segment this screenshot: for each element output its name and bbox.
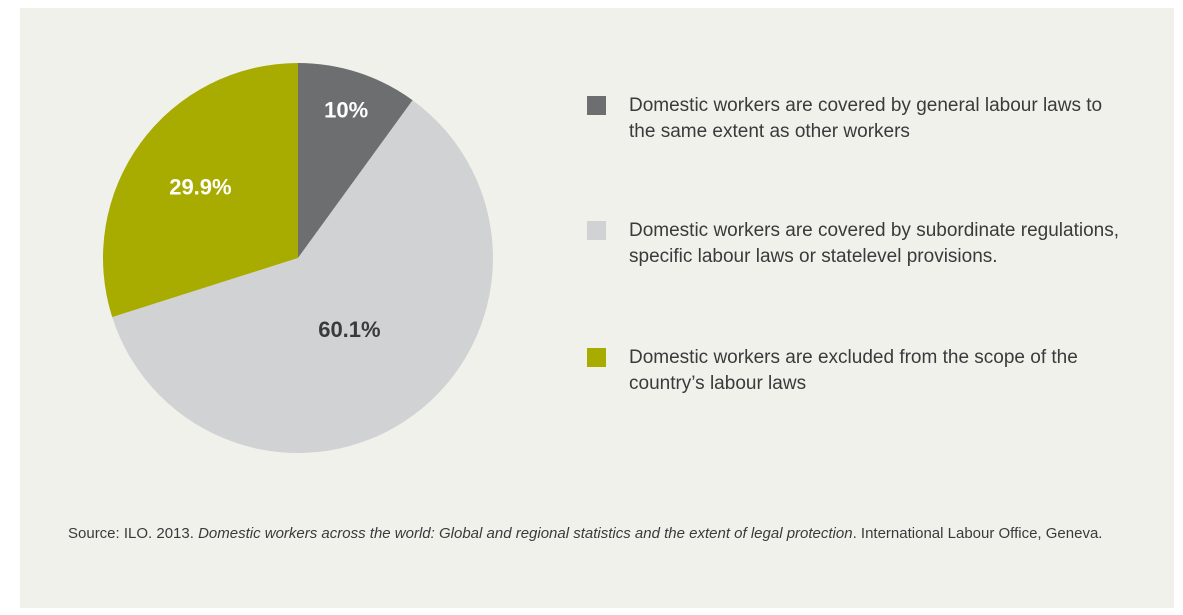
- legend-label-excluded: Domestic workers are excluded from the s…: [629, 347, 1078, 394]
- slice-label-general-laws: 10%: [324, 98, 368, 123]
- legend-label-general-laws: Domestic workers are covered by general …: [629, 95, 1103, 142]
- slice-label-excluded: 29.9%: [169, 175, 231, 200]
- slice-label-subordinate-regulations: 60.1%: [318, 317, 380, 342]
- source-prefix: Source: ILO. 2013.: [68, 525, 199, 542]
- slice-general-laws: [298, 63, 413, 258]
- legend-swatch-excluded: [587, 348, 606, 367]
- pie-chart: 10% 60.1% 29.9%: [103, 63, 494, 453]
- slice-subordinate-regulations: [112, 100, 494, 453]
- legend-swatch-general-laws: [587, 96, 606, 115]
- source-title: Domestic workers across the world: Globa…: [198, 525, 853, 542]
- legend-item-general-laws: Domestic workers are covered by general …: [587, 93, 1147, 145]
- source-suffix: . International Labour Office, Geneva.: [852, 525, 1103, 542]
- slice-excluded: [103, 63, 299, 318]
- legend-item-subordinate-regulations: Domestic workers are covered by subordin…: [587, 218, 1147, 270]
- legend-item-excluded: Domestic workers are excluded from the s…: [587, 345, 1147, 397]
- source-note: Source: ILO. 2013. Domestic workers acro…: [68, 521, 1148, 547]
- legend-swatch-subordinate-regulations: [587, 221, 606, 240]
- chart-panel: 10% 60.1% 29.9% Domestic workers are cover…: [20, 8, 1174, 608]
- legend-label-subordinate-regulations: Domestic workers are covered by subordin…: [629, 220, 1120, 267]
